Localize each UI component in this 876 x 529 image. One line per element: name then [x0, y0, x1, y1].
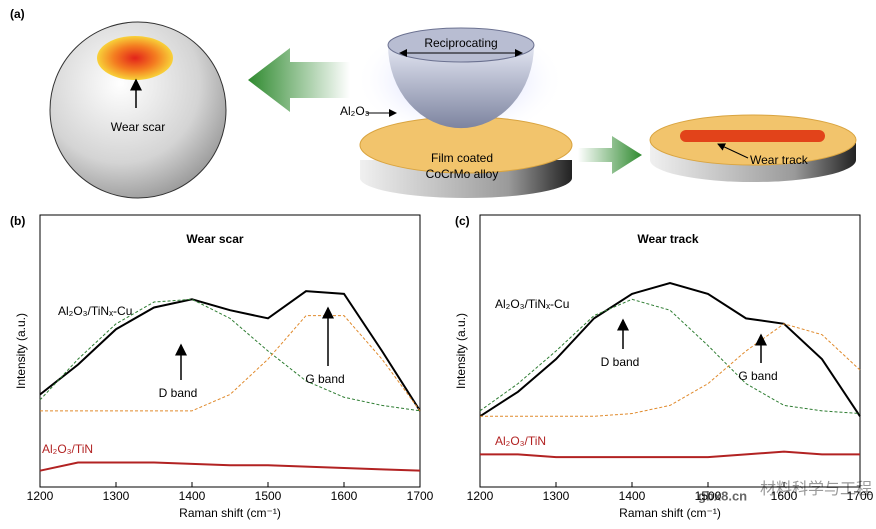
panel-label: (b) — [10, 214, 25, 228]
annotation: D band — [601, 355, 640, 369]
plot-frame — [479, 214, 861, 488]
x-tick-label: 1600 — [771, 489, 798, 503]
arrow — [578, 136, 642, 174]
ball — [49, 21, 227, 199]
series-label: Al₂O₃/TiNₓ-Cu — [58, 304, 132, 318]
series-line — [479, 281, 861, 418]
chart-title: Wear scar — [186, 232, 243, 246]
x-tick-label: 1400 — [619, 489, 646, 503]
x-axis-label: Raman shift (cm⁻¹) — [179, 506, 281, 520]
series-line — [39, 298, 421, 412]
x-tick-label: 1200 — [467, 489, 494, 503]
x-tick-label: 1500 — [695, 489, 722, 503]
arrow — [717, 143, 749, 159]
wear-track — [680, 130, 825, 142]
watermark: 材料科学与工程 — [760, 480, 872, 498]
plot-frame — [39, 214, 421, 488]
x-tick-label: 1400 — [179, 489, 206, 503]
series-line — [480, 450, 860, 459]
x-tick-label: 1500 — [255, 489, 282, 503]
y-axis-label: Intensity (a.u.) — [454, 313, 468, 389]
x-tick-label: 1200 — [27, 489, 54, 503]
wear-scar — [97, 36, 173, 80]
x-tick-label: 1300 — [103, 489, 130, 503]
x-tick-label: 1300 — [543, 489, 570, 503]
label: Al₂O₃ — [340, 104, 370, 118]
series-line — [480, 323, 861, 417]
annotation: D band — [159, 386, 198, 400]
watermark: gbx8.cn — [698, 488, 747, 503]
chart-title: Wear track — [637, 232, 698, 246]
x-axis-label: Raman shift (cm⁻¹) — [619, 506, 721, 520]
x-tick-label: 1700 — [407, 489, 434, 503]
series-label: Al₂O₃/TiN — [495, 434, 546, 448]
series-label: Al₂O₃/TiNₓ-Cu — [495, 297, 569, 311]
x-tick-label: 1700 — [847, 489, 874, 503]
label: CoCrMo alloy — [426, 167, 499, 181]
series-label: Al₂O₃/TiN — [42, 442, 93, 456]
y-axis-label: Intensity (a.u.) — [14, 313, 28, 389]
series-line — [40, 315, 421, 412]
label: Wear track — [750, 153, 809, 167]
annotation: G band — [305, 372, 344, 386]
label: Wear scar — [111, 120, 165, 134]
label: Film coated — [431, 151, 493, 165]
arrow — [248, 48, 350, 112]
panel-label: (a) — [10, 7, 25, 21]
series-line — [479, 298, 861, 415]
hemisphere — [388, 45, 534, 129]
annotation: G band — [738, 369, 777, 383]
x-tick-label: 1600 — [331, 489, 358, 503]
series-line — [39, 461, 421, 472]
schematic: (a) Wear scar Reciprocating Al₂O₃ Film c… — [10, 7, 857, 199]
series-line — [39, 290, 421, 412]
panel-label: (c) — [455, 214, 470, 228]
label: Reciprocating — [424, 36, 497, 50]
